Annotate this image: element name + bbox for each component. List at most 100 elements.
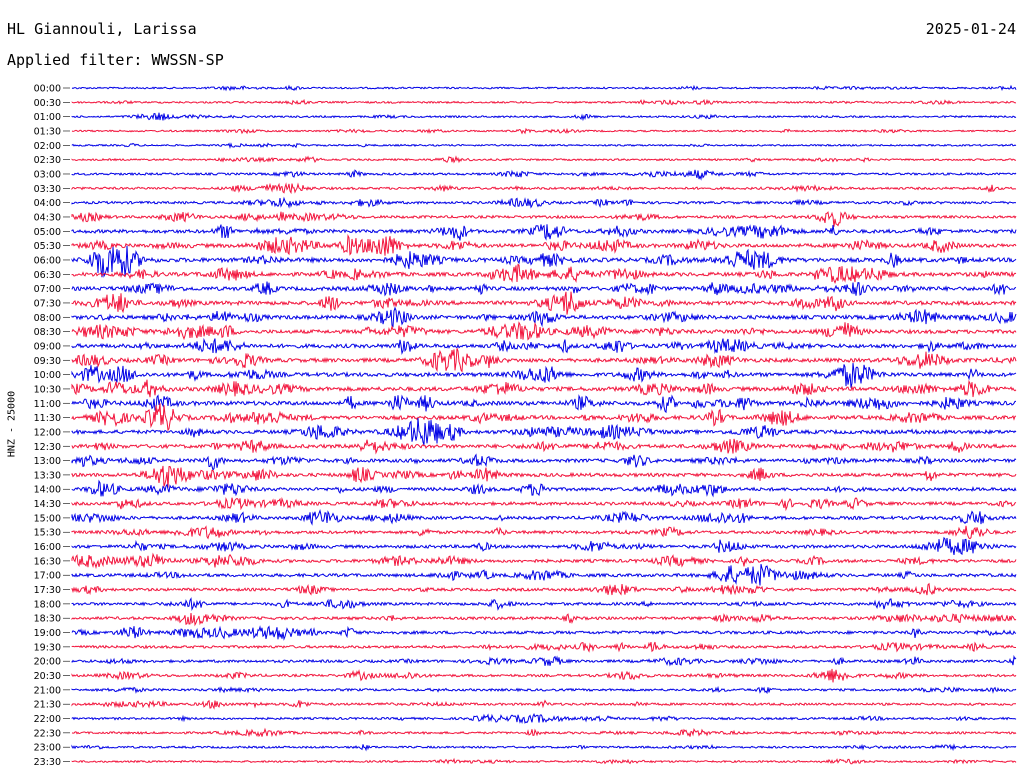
time-tick-label: 05:00 [34, 227, 61, 238]
time-tick-label: 17:30 [34, 585, 61, 596]
trace-line [71, 291, 1017, 315]
time-tick-label: 13:00 [34, 456, 61, 467]
trace-line [71, 182, 1017, 195]
time-tick-label: 15:00 [34, 513, 61, 524]
trace-line [71, 713, 1017, 724]
time-tick-label: 09:30 [34, 356, 61, 367]
trace-line [71, 563, 1017, 586]
time-tick-label: 22:30 [34, 728, 61, 739]
trace-line [71, 379, 1017, 398]
time-tick-label: 01:30 [34, 126, 61, 137]
time-tick-label: 00:30 [34, 98, 61, 109]
time-tick-label: 20:30 [34, 671, 61, 682]
trace-line [71, 552, 1017, 570]
trace-line [71, 654, 1017, 667]
trace-line [71, 169, 1017, 181]
trace-line [71, 641, 1016, 653]
time-tick-label: 18:30 [34, 614, 61, 625]
trace-line [71, 727, 1017, 738]
trace-line [71, 536, 1017, 556]
trace-line [71, 757, 1017, 765]
time-tick-label: 04:00 [34, 198, 61, 209]
time-tick-label: 16:00 [34, 542, 61, 553]
time-tick-label: 07:00 [34, 284, 61, 295]
trace-line [71, 127, 1017, 135]
trace-line [71, 453, 1017, 472]
time-tick-label: 09:00 [34, 341, 61, 352]
trace-line [71, 582, 1017, 596]
time-tick-label: 02:30 [34, 155, 61, 166]
time-tick-label: 07:30 [34, 298, 61, 309]
time-tick-label: 05:30 [34, 241, 61, 252]
time-tick-label: 16:30 [34, 556, 61, 567]
trace-group [71, 84, 1017, 765]
trace-line [71, 306, 1017, 328]
time-tick-label: 12:00 [34, 427, 61, 438]
time-tick-label: 10:00 [34, 370, 61, 381]
trace-line [71, 245, 1017, 278]
trace-line [71, 403, 1017, 432]
time-tick-label: 10:30 [34, 384, 61, 395]
time-tick-label: 20:00 [34, 657, 61, 668]
trace-line [71, 699, 1016, 710]
time-tick-label: 14:30 [34, 499, 61, 510]
trace-line [71, 337, 1017, 355]
time-tick-label: 15:30 [34, 528, 61, 539]
trace-line [71, 496, 1017, 512]
time-tick-label: 19:30 [34, 642, 61, 653]
trace-line [71, 438, 1017, 455]
trace-line [71, 625, 1017, 641]
trace-line [71, 142, 1017, 149]
time-tick-label: 03:30 [34, 184, 61, 195]
trace-line [71, 525, 1017, 540]
time-tick-label: 06:00 [34, 255, 61, 266]
time-tick-label: 08:30 [34, 327, 61, 338]
trace-line [71, 509, 1017, 526]
trace-line [71, 84, 1017, 92]
time-tick-label: 23:30 [34, 757, 61, 768]
time-tick-label: 17:00 [34, 571, 61, 582]
trace-line [71, 363, 1017, 388]
trace-line [71, 465, 1017, 488]
trace-line [71, 417, 1017, 445]
time-tick-group: 00:00 00:30 01:00 01:30 02:00 02:30 03:00 03:30… [34, 84, 70, 768]
time-tick-label: 13:30 [34, 470, 61, 481]
trace-line [71, 224, 1017, 241]
trace-line [71, 321, 1017, 341]
trace-line [71, 233, 1017, 256]
trace-line [71, 685, 1017, 695]
time-tick-label: 04:30 [34, 212, 61, 223]
time-tick-label: 21:00 [34, 685, 61, 696]
time-tick-label: 22:00 [34, 714, 61, 725]
time-tick-label: 12:30 [34, 442, 61, 453]
trace-line [71, 743, 1017, 752]
trace-line [71, 348, 1017, 373]
time-tick-label: 11:30 [34, 413, 61, 424]
trace-line [71, 263, 1017, 285]
trace-line [71, 281, 1017, 297]
trace-line [71, 394, 1016, 414]
trace-line [71, 597, 1017, 611]
filter-label: Applied filter: WWSSN-SP [7, 51, 224, 69]
station-title: HL Giannouli, Larissa [7, 20, 197, 38]
trace-line [71, 155, 1016, 164]
time-tick-label: 21:30 [34, 700, 61, 711]
trace-line [71, 98, 1017, 106]
time-tick-label: 11:00 [34, 399, 61, 410]
time-tick-label: 18:00 [34, 599, 61, 610]
time-tick-label: 08:00 [34, 313, 61, 324]
trace-line [71, 112, 1017, 122]
trace-line [71, 613, 1017, 627]
time-tick-label: 23:00 [34, 743, 61, 754]
trace-line [71, 211, 1017, 227]
trace-line [71, 668, 1017, 683]
time-tick-label: 19:00 [34, 628, 61, 639]
trace-line [71, 196, 1017, 209]
trace-line [71, 479, 1017, 498]
time-tick-label: 14:00 [34, 485, 61, 496]
time-tick-label: 03:00 [34, 169, 61, 180]
time-tick-label: 01:00 [34, 112, 61, 123]
time-tick-label: 00:00 [34, 84, 61, 95]
time-tick-label: 06:30 [34, 270, 61, 281]
